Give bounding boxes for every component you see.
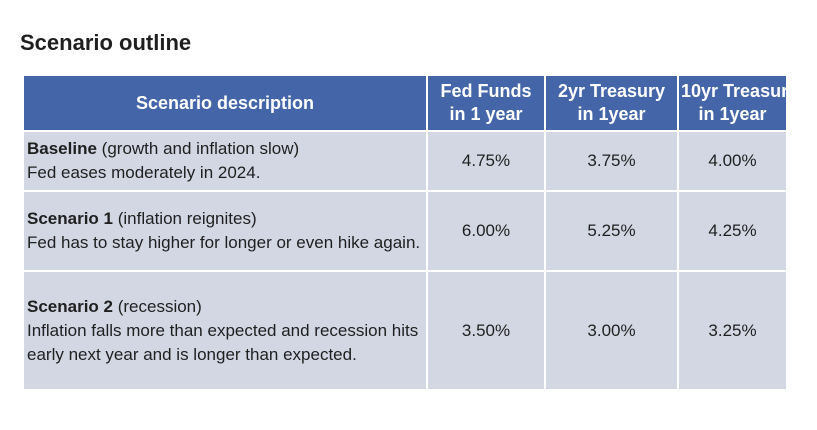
fed-funds-cell: 4.75% [426, 130, 545, 191]
scenario-heading: Scenario 2 (recession) [27, 295, 420, 319]
scenario-description-cell: Scenario 2 (recession) Inflation falls m… [24, 270, 427, 389]
treasury-2yr-cell: 5.25% [544, 190, 678, 271]
header-10yr-treasury: 10yr Treasury in 1year [677, 76, 799, 131]
header-scenario-description: Scenario description [24, 76, 427, 131]
header-label-sub: in 1 year [449, 104, 523, 124]
scenario-qualifier: (inflation reignites) [113, 209, 257, 228]
table-row: Scenario 2 (recession) Inflation falls m… [24, 270, 786, 389]
scenario-detail: Inflation falls more than expected and r… [27, 320, 419, 340]
header-label: Scenario description [135, 92, 315, 113]
treasury-2yr-cell: 3.75% [544, 130, 678, 191]
scenario-detail: early next year and is longer than expec… [27, 344, 357, 364]
treasury-2yr-cell: 3.00% [544, 270, 678, 389]
scenario-heading: Baseline (growth and inflation slow) [27, 137, 420, 161]
page-title: Scenario outline [20, 30, 192, 55]
header-label: 2yr Treasury [557, 81, 666, 101]
scenario-description-cell: Baseline (growth and inflation slow) Fed… [24, 130, 427, 191]
scenario-description-cell: Scenario 1 (inflation reignites) Fed has… [24, 190, 427, 271]
fed-funds-cell: 6.00% [426, 190, 545, 271]
treasury-10yr-cell: 4.00% [677, 130, 786, 191]
header-fed-funds: Fed Funds in 1 year [426, 76, 545, 131]
scenario-qualifier: (recession) [113, 296, 202, 316]
scenario-name: Scenario 2 [27, 296, 113, 316]
header-label: 10yr Treasury [681, 81, 799, 101]
header-label-sub: in 1year [577, 104, 646, 124]
scenario-detail: Fed has to stay higher for longer or eve… [27, 233, 421, 252]
header-label: Fed Funds [440, 81, 532, 101]
header-2yr-treasury: 2yr Treasury in 1year [544, 76, 678, 131]
table-row: Baseline (growth and inflation slow) Fed… [24, 130, 786, 191]
header-label-sub: in 1year [698, 104, 767, 124]
scenario-qualifier: (growth and inflation slow) [96, 139, 300, 158]
treasury-10yr-cell: 4.25% [677, 190, 786, 271]
treasury-10yr-cell: 3.25% [677, 270, 786, 389]
fed-funds-cell: 3.50% [426, 270, 545, 389]
scenario-name: Scenario 1 [27, 209, 113, 228]
scenario-name: Baseline [27, 139, 97, 158]
scenario-table: Scenario description Fed Funds in 1 year… [24, 76, 799, 389]
scenario-heading: Scenario 1 (inflation reignites) [27, 207, 420, 231]
scenario-detail: Fed eases moderately in 2024. [27, 163, 261, 182]
table-header-row: Scenario description Fed Funds in 1 year… [24, 76, 799, 131]
table-row: Scenario 1 (inflation reignites) Fed has… [24, 190, 786, 271]
